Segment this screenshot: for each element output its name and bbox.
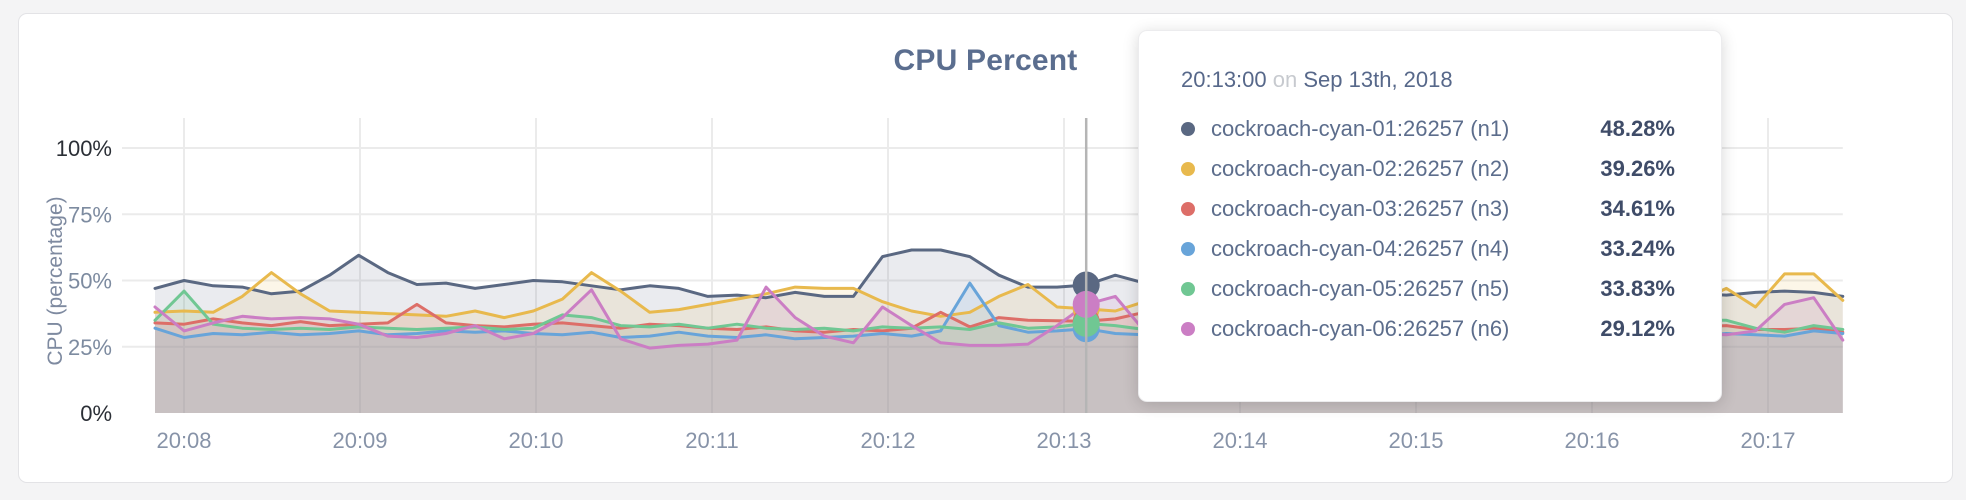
tooltip-row: cockroach-cyan-06:26257 (n6) 29.12%	[1181, 309, 1675, 349]
y-axis-label: CPU (percentage)	[44, 196, 67, 365]
series-color-dot	[1181, 122, 1195, 136]
x-tick-label: 20:11	[685, 428, 738, 453]
tooltip-row: cockroach-cyan-01:26257 (n1) 48.28%	[1181, 109, 1675, 149]
tooltip-row: cockroach-cyan-02:26257 (n2) 39.26%	[1181, 149, 1675, 189]
series-color-dot	[1181, 282, 1195, 296]
x-tick-label: 20:12	[860, 428, 915, 453]
x-tick-label: 20:17	[1740, 428, 1795, 453]
x-tick-label: 20:08	[156, 428, 211, 453]
y-tick-label: 100%	[56, 136, 112, 161]
series-color-dot	[1181, 242, 1195, 256]
node-label: cockroach-cyan-04:26257 (n4)	[1211, 236, 1510, 261]
chart-title: CPU Percent	[893, 44, 1078, 77]
tooltip-row: cockroach-cyan-05:26257 (n5) 33.83%	[1181, 269, 1675, 309]
y-tick-label: 50%	[68, 269, 112, 294]
tooltip-date: Sep 13th, 2018	[1303, 67, 1453, 92]
tooltip-rows: cockroach-cyan-01:26257 (n1) 48.28% cockro…	[1181, 109, 1675, 349]
x-tick-label: 20:14	[1212, 428, 1267, 453]
x-tick-label: 20:15	[1388, 428, 1443, 453]
chart-tooltip: 20:13:00 on Sep 13th, 2018 cockroach-cya…	[1138, 30, 1722, 402]
node-label: cockroach-cyan-03:26257 (n3)	[1211, 196, 1510, 221]
series-color-dot	[1181, 202, 1195, 216]
tooltip-time: 20:13:00	[1181, 67, 1267, 92]
node-label: cockroach-cyan-06:26257 (n6)	[1211, 316, 1510, 341]
node-cpu-value: 34.61%	[1600, 196, 1675, 221]
y-tick-label: 0%	[80, 401, 112, 426]
node-label: cockroach-cyan-01:26257 (n1)	[1211, 116, 1510, 141]
tooltip-on-word: on	[1272, 67, 1298, 92]
series-color-dot	[1181, 162, 1195, 176]
series-color-dot	[1181, 322, 1195, 336]
x-tick-label: 20:13	[1036, 428, 1091, 453]
node-cpu-value: 29.12%	[1600, 316, 1675, 341]
tooltip-header: 20:13:00 on Sep 13th, 2018	[1181, 67, 1675, 93]
x-tick-label: 20:09	[332, 428, 387, 453]
tooltip-row: cockroach-cyan-04:26257 (n4) 33.24%	[1181, 229, 1675, 269]
node-cpu-value: 39.26%	[1600, 156, 1675, 181]
x-tick-label: 20:16	[1564, 428, 1619, 453]
y-tick-label: 75%	[68, 202, 112, 227]
node-label: cockroach-cyan-05:26257 (n5)	[1211, 276, 1510, 301]
y-tick-label: 25%	[68, 335, 112, 360]
node-cpu-value: 33.83%	[1600, 276, 1675, 301]
x-tick-label: 20:10	[508, 428, 563, 453]
tooltip-row: cockroach-cyan-03:26257 (n3) 34.61%	[1181, 189, 1675, 229]
node-cpu-value: 48.28%	[1600, 116, 1675, 141]
node-label: cockroach-cyan-02:26257 (n2)	[1211, 156, 1510, 181]
node-cpu-value: 33.24%	[1600, 236, 1675, 261]
